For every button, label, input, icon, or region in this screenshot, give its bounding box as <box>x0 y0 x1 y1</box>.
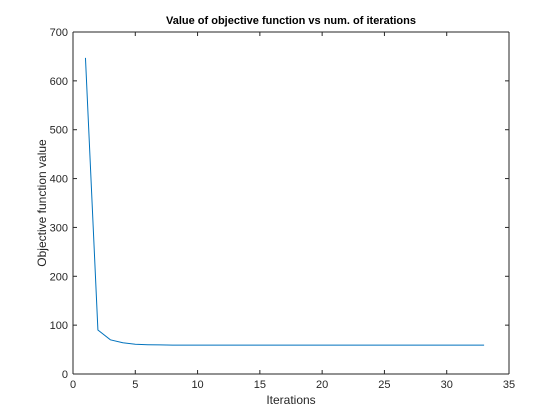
series-layer <box>84 57 485 346</box>
series-line <box>84 57 485 346</box>
ticks-layer: 0 5 10 15 20 25 30 35 0 100 200 300 400 500 600 700 <box>50 27 515 391</box>
y-tick-label: 100 <box>50 320 68 332</box>
x-tick-label: 10 <box>191 379 203 391</box>
y-tick-label: 400 <box>50 174 68 186</box>
x-tick-label: 5 <box>132 379 138 391</box>
y-tick-label: 200 <box>50 271 68 283</box>
y-tick-label: 0 <box>62 369 68 381</box>
x-tick-label: 15 <box>254 379 266 391</box>
y-tick-label: 500 <box>50 125 68 137</box>
axes-layer <box>72 31 510 375</box>
x-tick-label: 30 <box>441 379 453 391</box>
x-tick-label: 35 <box>503 379 515 391</box>
y-tick-label: 300 <box>50 222 68 234</box>
x-tick-label: 25 <box>378 379 390 391</box>
y-axis-label: Objective function value <box>35 139 49 267</box>
chart-title: Value of objective function vs num. of i… <box>166 15 416 27</box>
x-tick-label: 0 <box>70 379 76 391</box>
y-tick-label: 700 <box>50 27 68 39</box>
x-tick-label: 20 <box>316 379 328 391</box>
x-axis-label: Iterations <box>266 393 315 407</box>
plot-background <box>73 32 509 374</box>
y-tick-label: 600 <box>50 76 68 88</box>
